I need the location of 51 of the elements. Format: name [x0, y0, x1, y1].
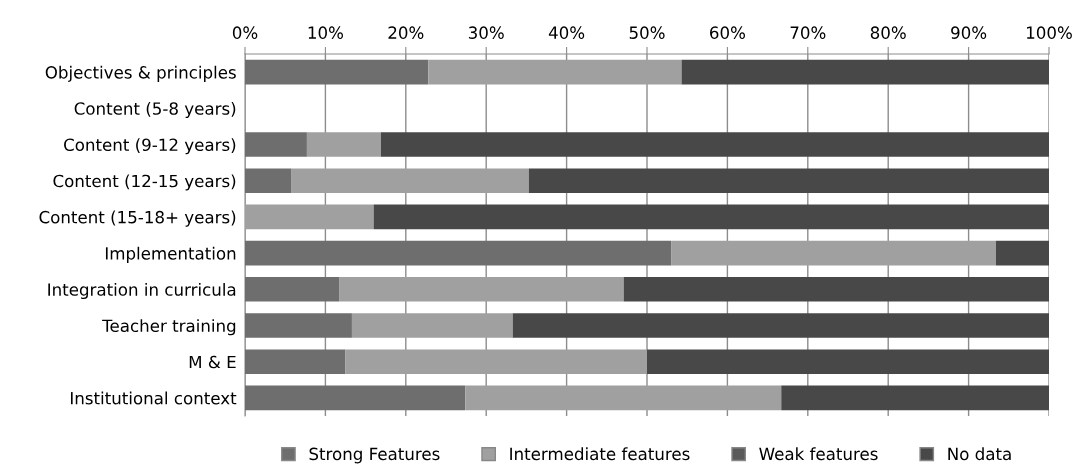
bar	[245, 132, 307, 157]
bar	[465, 385, 782, 411]
bar	[995, 240, 1049, 266]
y-tick-label: Implementation	[105, 246, 236, 263]
y-tick-label: M & E	[189, 355, 236, 369]
x-tick-label: 50%	[629, 26, 665, 39]
legend-label: Weak features	[759, 447, 878, 461]
x-tick-label: 90%	[951, 26, 987, 39]
bar	[512, 313, 1049, 338]
bar	[245, 168, 292, 194]
y-tick-label: Content (5-8 years)	[74, 101, 236, 119]
x-tick-label: 60%	[710, 26, 745, 39]
y-tick-label: Content (15-18+ years)	[39, 210, 236, 227]
y-tick-label: Content (9-12 years)	[64, 138, 236, 155]
bar	[245, 276, 340, 302]
x-tick-label: 100%	[1027, 26, 1072, 39]
x-tick-label: 0%	[232, 26, 258, 39]
y-tick-label: Objectives & principles	[45, 65, 236, 82]
y-tick-label: Content (12-15 years)	[53, 174, 236, 191]
legend-label: Intermediate features	[510, 447, 690, 461]
bar	[351, 313, 513, 338]
bar	[306, 132, 381, 157]
bar	[245, 385, 466, 411]
bar	[245, 204, 374, 230]
bar	[373, 204, 1049, 230]
bar	[781, 385, 1049, 411]
bar	[339, 276, 624, 302]
x-tick-label: 40%	[548, 26, 585, 39]
bar	[647, 349, 1049, 375]
x-tick-label: 10%	[308, 26, 343, 39]
bar	[623, 276, 1049, 302]
x-tick-label: 20%	[388, 26, 424, 39]
bar	[528, 168, 1049, 194]
x-tick-label: 30%	[468, 26, 504, 39]
bar	[245, 349, 346, 375]
bar	[428, 59, 682, 85]
x-tick-label: 80%	[870, 26, 906, 39]
y-tick-label: Integration in curricula	[48, 282, 236, 300]
bar	[245, 240, 672, 266]
y-tick-label: Teacher training	[102, 319, 236, 336]
bar	[345, 349, 647, 375]
bar	[245, 59, 429, 85]
bar	[245, 313, 352, 338]
bar	[681, 59, 1049, 85]
legend-label: Strong Features	[309, 447, 440, 464]
y-tick-label: Institutional context	[70, 391, 237, 405]
bar	[291, 168, 529, 194]
bar	[380, 132, 1049, 157]
x-tick-label: 70%	[790, 26, 826, 39]
bar	[671, 240, 996, 266]
legend-label: No data	[948, 447, 1011, 461]
